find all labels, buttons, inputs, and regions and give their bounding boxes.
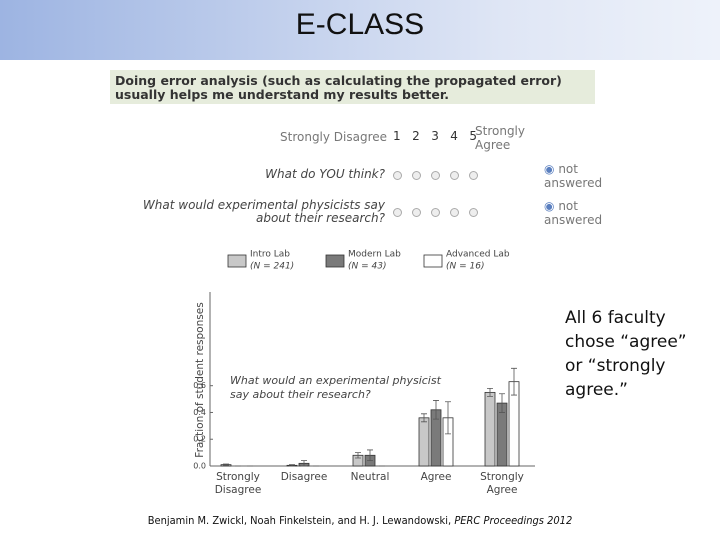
radio[interactable]: [431, 208, 440, 217]
not-answered: ◉ not answered: [544, 162, 603, 190]
bar: [418, 417, 430, 467]
error-bar: [301, 460, 307, 467]
chart-annotation: What would an experimental physicist say…: [230, 374, 441, 401]
radio[interactable]: [450, 171, 459, 180]
legend-sample: (N = 16): [446, 262, 484, 272]
error-bar: [445, 401, 451, 435]
citation-venue: PERC Proceedings 2012: [454, 514, 573, 527]
error-bar: [499, 393, 505, 413]
legend-label: Intro Lab: [250, 250, 290, 260]
not-answered-text: not answered: [544, 162, 603, 190]
radio[interactable]: [393, 171, 402, 180]
x-tick-label: Neutral: [350, 471, 390, 483]
error-bar: [433, 400, 439, 420]
y-tick-label: 0.2: [193, 435, 206, 444]
legend-swatch: [227, 254, 247, 268]
legend-swatch: [423, 254, 443, 268]
scale-number: 1: [393, 129, 401, 143]
not-answered: ◉ not answered: [544, 199, 603, 227]
error-bar: [511, 367, 517, 396]
error-bar: [487, 387, 493, 397]
x-tick-label: Strongly Agree: [480, 471, 524, 496]
x-tick-label: Strongly Disagree: [214, 471, 262, 496]
legend-sample: (N = 43): [348, 262, 386, 272]
row-prompt: What would experimental physicists say a…: [142, 198, 385, 225]
radio[interactable]: [412, 208, 421, 217]
bar: [484, 391, 496, 467]
scale-numbers: 1 2 3 4 5: [393, 129, 477, 143]
note: All 6 faculty chose “agree” or “strongly…: [565, 308, 687, 400]
radio-row: [393, 171, 478, 180]
title-bar: [0, 0, 720, 60]
scale-number: 2: [412, 129, 420, 143]
y-axis-label: Fraction of student responses: [194, 302, 206, 457]
x-tick-label: Agree: [420, 471, 452, 483]
radio[interactable]: [469, 171, 478, 180]
citation-authors: Benjamin M. Zwickl, Noah Finkelstein, an…: [147, 514, 452, 527]
citation: Benjamin M. Zwickl, Noah Finkelstein, an…: [0, 514, 720, 527]
row-prompt: What do YOU think?: [265, 167, 385, 181]
legend-swatch: [325, 254, 345, 268]
error-bar: [289, 464, 295, 467]
y-tick-label: 0.4: [193, 408, 206, 417]
legend-label: Advanced Lab: [446, 250, 510, 260]
scale-number: 3: [431, 129, 439, 143]
survey-question: Doing error analysis (such as calculatin…: [110, 70, 595, 104]
slide-title: E-CLASS: [295, 8, 425, 41]
scale-right: Strongly Agree: [475, 124, 525, 152]
radio[interactable]: [450, 208, 459, 217]
radio[interactable]: [431, 171, 440, 180]
scale-number: 5: [469, 129, 478, 143]
not-answered-text: not answered: [544, 199, 603, 227]
y-tick-label: 0.6: [193, 381, 206, 390]
error-bar: [421, 413, 427, 423]
scale-number: 4: [450, 129, 458, 143]
legend-label: Modern Lab: [348, 250, 401, 260]
radio-row: [393, 208, 478, 217]
legend-sample: (N = 241): [250, 262, 294, 272]
x-tick-label: Disagree: [280, 471, 328, 483]
scale-left: Strongly Disagree: [280, 130, 388, 144]
y-tick-label: 0.0: [193, 462, 206, 471]
error-bar: [223, 463, 229, 466]
radio[interactable]: [412, 171, 421, 180]
radio[interactable]: [393, 208, 402, 217]
error-bar: [367, 449, 373, 462]
radio[interactable]: [469, 208, 478, 217]
error-bar: [355, 452, 361, 459]
